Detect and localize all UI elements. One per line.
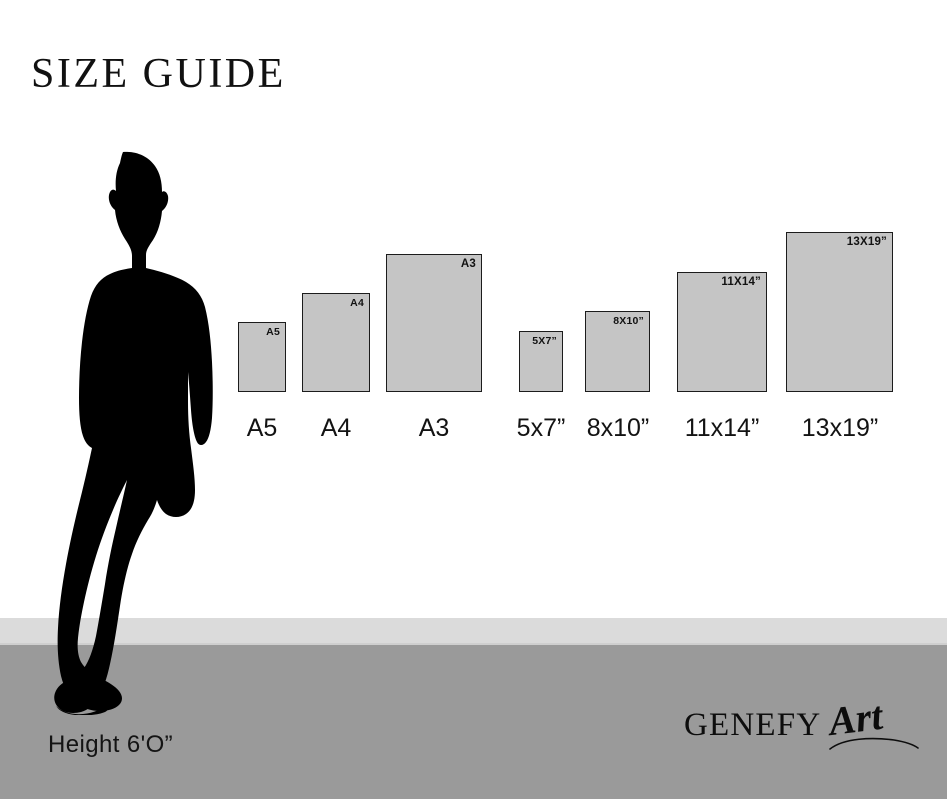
brand-wordmark: GENEFY [684,707,822,743]
frame-13x19[interactable]: 13X19” [786,232,893,392]
frame-caption-5x7: 5x7” [516,414,566,442]
frame-caption-a5: A5 [246,414,278,442]
frame-tag-13x19: 13X19” [846,236,887,248]
frame-11x14[interactable]: 11X14” [677,272,767,392]
frame-caption-a4: A4 [320,414,352,442]
floor-seam-line [0,643,947,645]
frame-tag-11x14: 11X14” [721,276,761,288]
brand-swash-icon [829,737,919,750]
frame-caption-a3: A3 [418,414,450,442]
frame-tag-5x7: 5X7” [532,335,557,347]
frame-tag-a5: A5 [266,326,280,338]
floor-dark-band [0,645,947,799]
frame-5x7[interactable]: 5X7” [519,331,563,392]
floor-light-band [0,618,947,645]
frame-a5[interactable]: A5 [238,322,286,392]
frame-tag-a4: A4 [350,297,364,309]
frame-a3[interactable]: A3 [386,254,482,392]
man-silhouette [28,150,228,715]
frame-a4[interactable]: A4 [302,293,370,392]
brand-logo: GENEFY Art [684,693,919,752]
height-caption: Height 6'O” [48,731,174,758]
frame-tag-a3: A3 [460,258,476,270]
frame-caption-11x14: 11x14” [684,414,760,442]
frame-tag-8x10: 8X10” [613,315,644,327]
frame-8x10[interactable]: 8X10” [585,311,650,392]
frame-caption-8x10: 8x10” [586,414,650,442]
frame-caption-13x19: 13x19” [801,414,879,442]
page-title: SIZE GUIDE [31,51,286,97]
